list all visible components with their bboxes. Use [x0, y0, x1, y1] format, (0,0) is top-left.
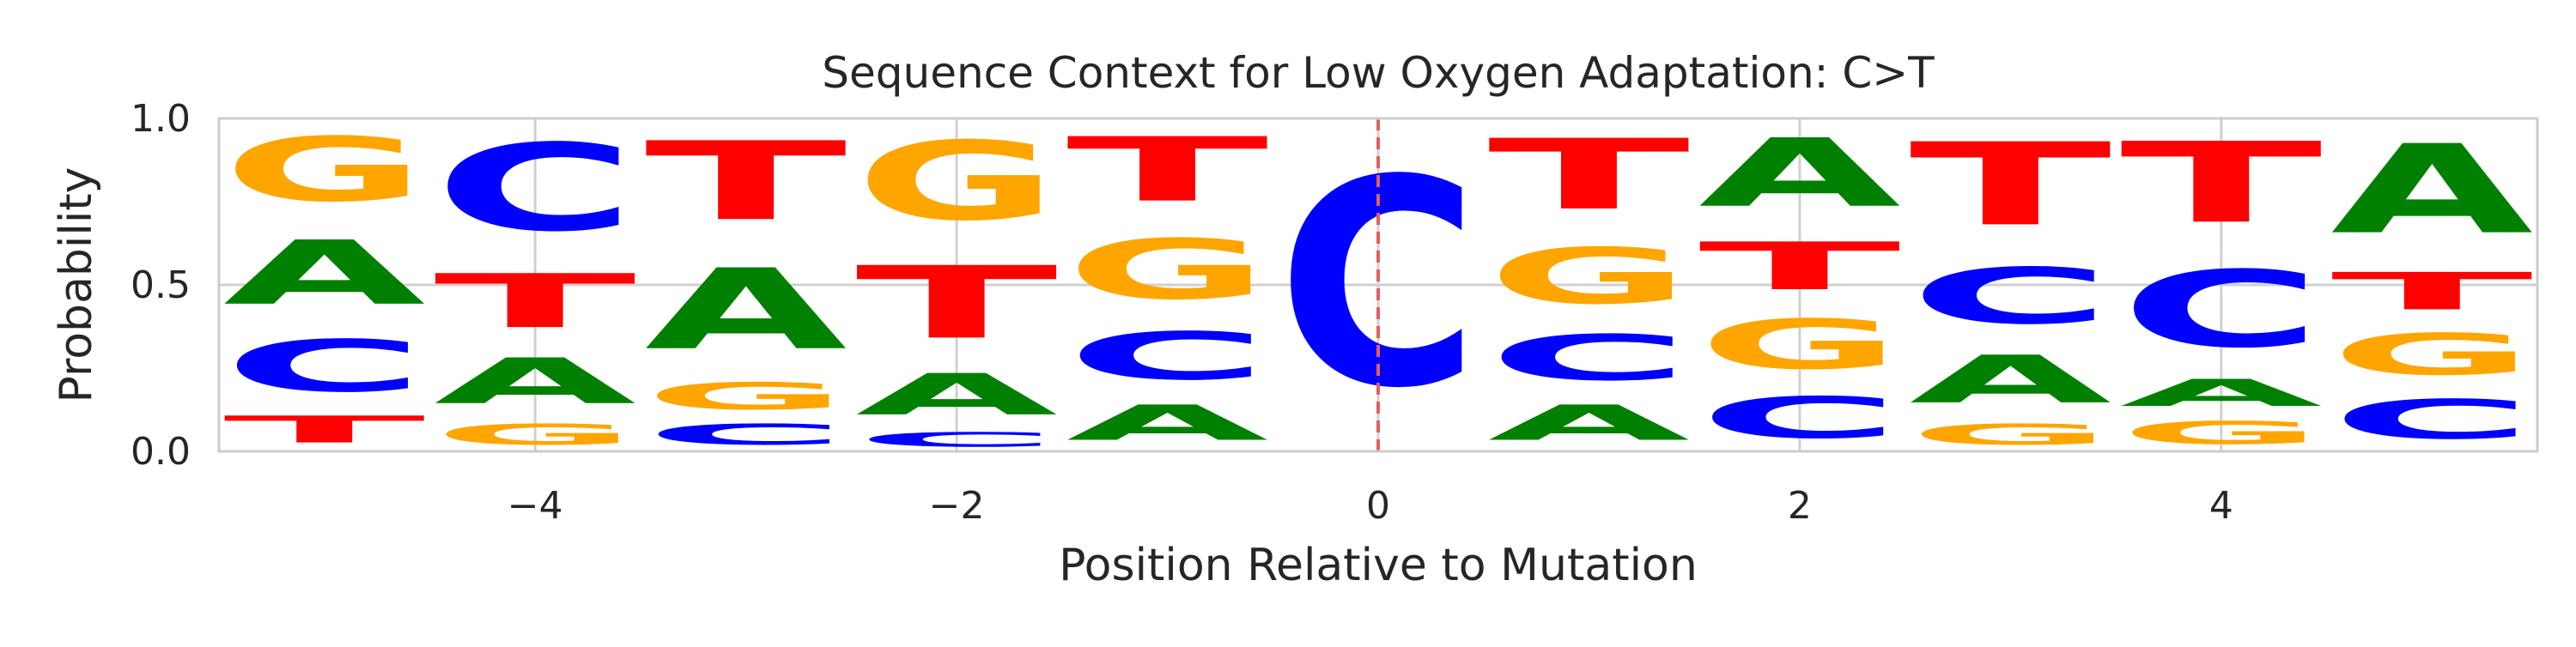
x-axis-label: Position Relative to Mutation — [1059, 540, 1698, 591]
logo-letter-A: A — [2330, 119, 2533, 262]
logo-letter-A: A — [645, 245, 848, 374]
x-tick-label: −4 — [507, 484, 563, 528]
logo-letter-A: A — [223, 221, 426, 324]
logo-letter-A: A — [434, 345, 636, 418]
logo-letter-C: C — [1910, 251, 2112, 341]
logo-letter-T: T — [1488, 118, 1692, 231]
logo-letter-G: G — [434, 418, 636, 451]
logo-letter-T: T — [2120, 118, 2324, 248]
y-tick-label: 1.0 — [131, 97, 191, 141]
logo-letter-C: C — [1488, 322, 1691, 395]
logo-letter-T: T — [645, 119, 848, 245]
x-tick-label: 4 — [2209, 484, 2233, 528]
logo-letter-G: G — [223, 118, 426, 221]
logo-letter-T: T — [1066, 118, 1269, 221]
ticks-layer: −4 −2 0 2 4 0.0 0.5 1.0 — [131, 97, 2233, 528]
x-tick-label: 0 — [1366, 484, 1390, 528]
logo-letter-A: A — [2120, 372, 2323, 414]
logo-letter-C: C — [855, 428, 1058, 451]
logo-letter-G: G — [1066, 222, 1269, 318]
logo-letter-G: G — [1488, 233, 1691, 322]
y-tick-label: 0.5 — [131, 263, 191, 307]
plot-frame — [217, 117, 2539, 453]
logo-letter-C: C — [1277, 119, 1479, 450]
logo-letter-T: T — [1910, 118, 2113, 251]
logo-letter-T: T — [434, 258, 636, 344]
logo-column: C — [1277, 119, 1479, 450]
logo-letter-C: C — [2120, 249, 2323, 372]
logo-letter-T: T — [1698, 228, 1901, 305]
logo-letter-T: T — [223, 408, 426, 451]
logo-letter-G: G — [2330, 322, 2533, 388]
x-tick-label: 2 — [1788, 484, 1812, 528]
logo-letter-C: C — [223, 325, 426, 408]
logo-letter-A: A — [1910, 342, 2112, 418]
logo-letter-G: G — [645, 375, 848, 418]
x-tick-label: −2 — [929, 484, 985, 528]
logo-letter-A: A — [1698, 118, 1901, 227]
logo-letter-C: C — [645, 418, 848, 451]
logo-letter-A: A — [1066, 395, 1269, 451]
y-tick-label: 0.0 — [131, 430, 191, 474]
logo-letter-T: T — [855, 245, 1059, 361]
logo-letter-T: T — [2330, 262, 2533, 321]
logo-letter-C: C — [434, 119, 636, 258]
logo-letter-G: G — [855, 119, 1058, 245]
y-axis-label: Probability — [51, 167, 102, 403]
logo-letter-G: G — [1698, 305, 1901, 384]
logo-letter-A: A — [855, 362, 1058, 428]
chart-title: Sequence Context for Low Oxygen Adaptati… — [822, 48, 1935, 98]
logo-letter-G: G — [2120, 415, 2323, 451]
logo-letter-A: A — [1488, 395, 1691, 451]
logo-letter-G: G — [1910, 418, 2112, 451]
logo-letter-C: C — [1066, 318, 1269, 395]
logo-letter-C: C — [2330, 388, 2533, 451]
logo-letter-C: C — [1698, 385, 1901, 451]
